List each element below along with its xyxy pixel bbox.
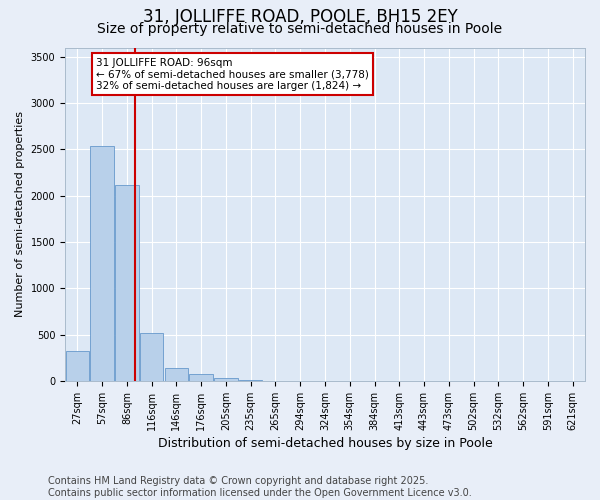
Text: Size of property relative to semi-detached houses in Poole: Size of property relative to semi-detach… <box>97 22 503 36</box>
Y-axis label: Number of semi-detached properties: Number of semi-detached properties <box>15 111 25 317</box>
X-axis label: Distribution of semi-detached houses by size in Poole: Distribution of semi-detached houses by … <box>158 437 493 450</box>
Bar <box>115 184 139 381</box>
Bar <box>190 374 213 381</box>
Bar <box>65 352 89 381</box>
Bar <box>164 368 188 381</box>
Bar <box>239 380 262 381</box>
Text: 31 JOLLIFFE ROAD: 96sqm
← 67% of semi-detached houses are smaller (3,778)
32% of: 31 JOLLIFFE ROAD: 96sqm ← 67% of semi-de… <box>96 58 369 90</box>
Bar <box>91 146 114 381</box>
Text: 31, JOLLIFFE ROAD, POOLE, BH15 2EY: 31, JOLLIFFE ROAD, POOLE, BH15 2EY <box>143 8 457 26</box>
Text: Contains HM Land Registry data © Crown copyright and database right 2025.
Contai: Contains HM Land Registry data © Crown c… <box>48 476 472 498</box>
Bar <box>140 333 163 381</box>
Bar <box>214 378 238 381</box>
